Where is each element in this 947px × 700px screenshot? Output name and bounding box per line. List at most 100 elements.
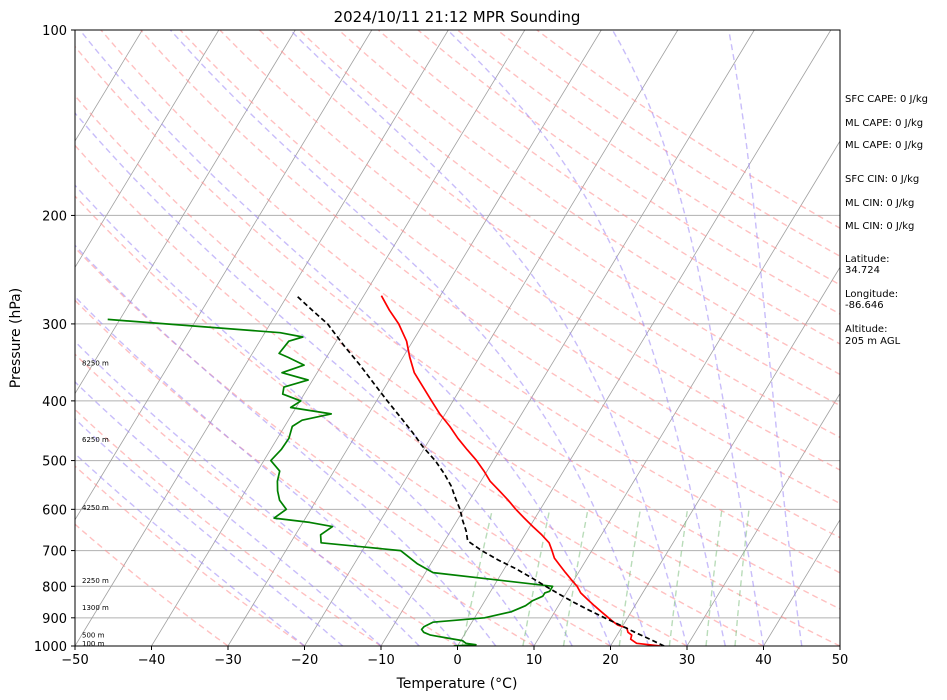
mixing-ratio-line [618,509,642,646]
dry-adiabat-line [75,45,840,610]
moist-adiabat-line [447,30,726,646]
dry-adiabat-line [100,30,840,574]
mixing-ratio-line [668,509,689,646]
dry-adiabat-line [219,30,840,471]
latitude-label: Latitude: [845,254,890,265]
x-tick-label: −20 [291,653,318,668]
parcel-line [295,295,665,646]
dewpoint-line [107,318,554,646]
height-label: 6250 m [82,436,109,444]
y-axis-ticks: 100 200 300 400 500 600 700 800 900 1000 [34,24,75,655]
dry-adiabat-line [75,246,611,646]
dry-adiabat-line [140,30,840,539]
dry-adiabat-line [179,30,840,505]
x-tick-label: −50 [61,653,88,668]
y-tick-label: 600 [42,503,67,518]
sounding-info-panel: SFC CAPE: 0 J/kg ML CAPE: 0 J/kg ML CAPE… [845,94,928,347]
dry-adiabat-line [75,299,535,646]
mixing-ratio-line [461,509,494,646]
isotherm-line [380,30,755,646]
temperature-line [380,295,661,646]
dry-adiabat-line [75,465,305,646]
moist-adiabat-line [728,30,803,646]
moist-adiabat-line [75,380,382,646]
isotherm-line [763,518,840,646]
isotherm-line [75,30,296,395]
moist-adiabat-line [169,30,650,646]
isotherm-line [227,30,602,646]
sfc-cape-text: SFC CAPE: 0 J/kg [845,94,928,105]
profile-lines [107,295,665,646]
y-tick-label: 500 [42,455,67,470]
moist-adiabat-line [611,30,765,646]
moist-adiabat-line [79,30,612,646]
x-tick-label: 0 [453,653,461,668]
latitude-value: 34.724 [845,265,880,276]
background-lines [75,30,840,646]
isotherm-line [610,266,840,646]
altitude-label: Altitude: [845,324,887,335]
dry-adiabat-line [75,195,688,646]
moist-adiabat-line [75,112,573,646]
isotherm-line [75,30,220,269]
isotherm-line [75,30,373,521]
y-tick-label: 800 [42,580,67,595]
mixing-ratio-line [705,509,723,646]
height-label: 8250 m [82,359,109,367]
dry-adiabat-line [258,30,840,439]
dry-adiabat-line [75,523,229,646]
x-axis-label: Temperature (°C) [396,676,518,692]
x-tick-label: 10 [526,653,543,668]
dry-adiabat-line [417,30,840,315]
x-tick-label: 20 [602,653,619,668]
longitude-label: Longitude: [845,289,898,300]
ml-cape-text-2: ML CAPE: 0 J/kg [845,140,923,151]
moist-adiabat-line [75,418,344,646]
x-tick-label: 40 [755,653,772,668]
moist-adiabat-line [75,295,459,646]
chart-title: 2024/10/11 21:12 MPR Sounding [334,8,581,26]
x-tick-label: 30 [679,653,696,668]
isotherm-line [533,140,840,646]
x-tick-label: −10 [367,653,394,668]
moist-adiabat-line [75,340,420,646]
x-tick-label: −40 [138,653,165,668]
height-label: 1300 m [82,604,109,612]
y-tick-label: 700 [42,545,67,560]
sfc-cin-text: SFC CIN: 0 J/kg [845,174,919,185]
altitude-value: 205 m AGL [845,336,901,347]
height-label: 500 m [82,632,105,640]
isotherm-line [457,30,832,646]
moist-adiabat-line [75,452,305,646]
y-axis-label: Pressure (hPa) [8,288,24,388]
dry-adiabat-line [377,30,840,345]
x-tick-label: 50 [832,653,849,668]
y-tick-label: 900 [42,612,67,627]
isotherm-line [75,30,449,646]
isotherm-line [686,392,840,646]
ml-cin-text: ML CIN: 0 J/kg [845,198,914,209]
dry-adiabat-line [75,353,458,646]
x-axis-ticks: −50 −40 −30 −20 −10 0 10 20 30 40 50 [61,646,848,668]
longitude-value: -86.646 [845,300,884,311]
y-tick-label: 400 [42,395,67,410]
isotherm-line [304,30,679,646]
isotherm-line [75,30,143,142]
moist-adiabat-line [75,244,497,646]
mixing-ratio-line [562,509,589,646]
dry-adiabat-line [75,408,382,646]
dry-adiabat-line [75,94,840,646]
ml-cin-text-2: ML CIN: 0 J/kg [845,221,914,232]
x-tick-label: −30 [214,653,241,668]
height-label: 2250 m [82,577,109,585]
height-label: 100 m [82,640,105,648]
y-tick-label: 300 [42,318,67,333]
height-label: 4250 m [82,504,109,512]
moist-adiabat-line [75,184,535,646]
dry-adiabat-line [75,144,764,646]
y-tick-label: 100 [42,24,67,39]
y-tick-label: 1000 [34,640,67,655]
ml-cape-text: ML CAPE: 0 J/kg [845,118,923,129]
